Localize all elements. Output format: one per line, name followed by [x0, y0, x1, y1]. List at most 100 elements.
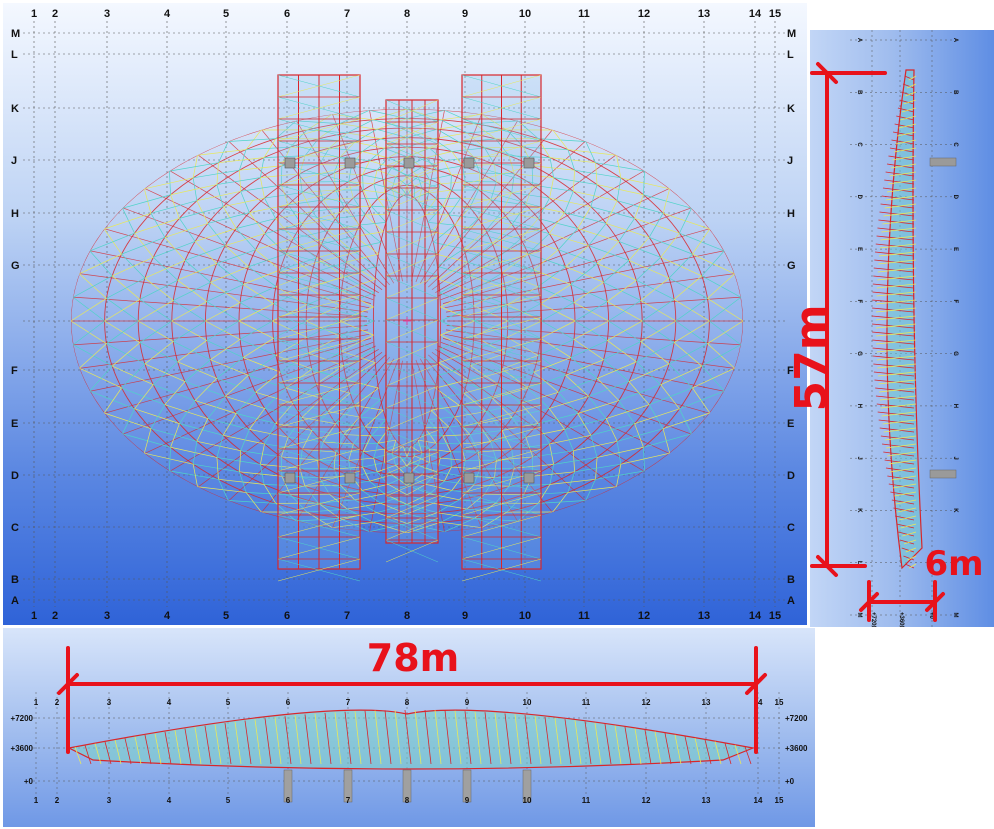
- plan-col-label-bottom: 3: [104, 610, 110, 622]
- plan-col-label-bottom: 11: [578, 610, 590, 622]
- side-row-label-left: G: [856, 351, 862, 356]
- plan-col-label-top: 10: [519, 8, 531, 20]
- plan-col-label-bottom: 10: [519, 610, 531, 622]
- front-col-label-top: 8: [405, 698, 410, 707]
- plan-col-label-bottom: 14: [749, 610, 762, 622]
- plan-col-label-top: 15: [769, 8, 781, 20]
- side-elevation-drawing: A A B B C C D D E E F F G G H H J J K K L L M M +7200 +3600 +0: [850, 30, 960, 627]
- plan-row-label-right: L: [787, 49, 794, 61]
- side-row-label-left: K: [856, 508, 862, 513]
- plan-row-label-right: G: [787, 260, 796, 272]
- front-col-label-top: 15: [775, 698, 784, 707]
- side-row-label-right: F: [952, 300, 958, 304]
- column-marker: [284, 472, 296, 484]
- front-level-label-right: +0: [785, 777, 795, 786]
- front-col-label-top: 9: [465, 698, 470, 707]
- front-col-label-top: 5: [226, 698, 231, 707]
- plan-col-label-bottom: 13: [698, 610, 710, 622]
- side-row-label-left: A: [856, 38, 862, 43]
- front-col-label-bottom: 15: [775, 796, 784, 805]
- side-level-label: +3600: [898, 612, 904, 627]
- plan-row-label-right: B: [787, 574, 795, 586]
- side-row-label-right: K: [952, 508, 958, 513]
- front-col-label-bottom: 1: [34, 796, 39, 805]
- plan-col-label-top: 9: [462, 8, 468, 20]
- plan-col-label-bottom: 12: [638, 610, 650, 622]
- plan-row-label-right: J: [787, 155, 793, 167]
- plan-row-label-left: F: [11, 365, 18, 377]
- front-level-label-left: +3600: [11, 744, 34, 753]
- plan-col-label-bottom: 7: [344, 610, 350, 622]
- front-column: [283, 769, 293, 803]
- plan-row-label-right: M: [787, 28, 796, 40]
- central-strips: [277, 74, 542, 582]
- plan-row-label-left: A: [11, 595, 19, 607]
- plan-col-label-top: 8: [404, 8, 410, 20]
- plan-col-label-top: 1: [31, 8, 37, 20]
- front-col-label-top: 10: [523, 698, 532, 707]
- plan-row-label-right: D: [787, 470, 795, 482]
- front-column: [462, 769, 472, 803]
- front-level-label-right: +7200: [785, 714, 808, 723]
- side-elevation-panel: A A B B C C D D E E F F G G H H J J K K L L M M +7200 +3600 +0: [810, 30, 994, 627]
- plan-col-label-top: 14: [749, 8, 762, 20]
- plan-row-label-left: J: [11, 155, 17, 167]
- front-elevation-panel: 1 1 2 2 3 3 4 4 5 5 6 6 7 7 8 8 9 9 10 10 11 11 12 12 13 13 14 14 15…: [3, 628, 815, 827]
- front-col-label-bottom: 6: [286, 796, 291, 805]
- column-marker: [403, 472, 415, 484]
- plan-row-label-right: C: [787, 522, 795, 534]
- plan-row-label-right: F: [787, 365, 794, 377]
- roof-lattice: [71, 109, 743, 533]
- column-marker: [463, 472, 475, 484]
- front-col-label-top: 3: [107, 698, 112, 707]
- side-row-label-left: E: [856, 247, 862, 251]
- plan-col-label-top: 4: [164, 8, 171, 20]
- plan-col-label-bottom: 2: [52, 610, 58, 622]
- side-row-label-left: C: [856, 142, 862, 147]
- plan-row-label-left: C: [11, 522, 19, 534]
- plan-col-label-top: 7: [344, 8, 350, 20]
- plan-view-panel: 1 1 2 2 3 3 4 4 5 5 6 6 7 7 8 8 9 9 10 10 11 11 12 12 13 13 14 14 15…: [3, 3, 807, 625]
- side-row-label-left: L: [856, 561, 862, 565]
- front-col-label-bottom: 8: [405, 796, 410, 805]
- side-row-label-right: G: [952, 351, 958, 356]
- center-mark: [403, 317, 411, 325]
- plan-row-label-left: G: [11, 260, 20, 272]
- side-row-label-right: H: [952, 404, 958, 408]
- front-col-label-bottom: 3: [107, 796, 112, 805]
- front-col-label-top: 13: [702, 698, 711, 707]
- front-level-label-right: +3600: [785, 744, 808, 753]
- front-column: [402, 769, 412, 803]
- front-col-label-top: 1: [34, 698, 39, 707]
- side-level-label: +0: [928, 612, 934, 620]
- plan-row-label-left: K: [11, 103, 19, 115]
- front-elevation-drawing: 1122334455667788991010111112121313141415…: [11, 692, 808, 805]
- side-row-label-left: J: [856, 457, 862, 460]
- plan-col-label-top: 11: [578, 8, 590, 20]
- front-col-label-bottom: 13: [702, 796, 711, 805]
- front-col-label-bottom: 7: [346, 796, 351, 805]
- column-marker: [344, 472, 356, 484]
- column-marker: [403, 157, 415, 169]
- column-marker: [284, 157, 296, 169]
- front-col-label-bottom: 12: [642, 796, 651, 805]
- side-column: [929, 469, 957, 479]
- plan-row-label-right: A: [787, 595, 795, 607]
- plan-col-label-bottom: 5: [223, 610, 229, 622]
- front-col-label-bottom: 2: [55, 796, 60, 805]
- plan-col-label-bottom: 4: [164, 610, 171, 622]
- plan-row-label-right: K: [787, 103, 795, 115]
- column-marker: [463, 157, 475, 169]
- plan-col-label-top: 12: [638, 8, 650, 20]
- side-row-label-right: E: [952, 247, 958, 251]
- plan-row-label-right: H: [787, 208, 795, 220]
- side-row-label-left: M: [856, 613, 862, 618]
- side-row-label-right: D: [952, 195, 958, 200]
- front-col-label-bottom: 14: [754, 796, 763, 805]
- plan-col-label-top: 5: [223, 8, 229, 20]
- front-col-label-bottom: 10: [523, 796, 532, 805]
- side-row-label-left: H: [856, 404, 862, 408]
- side-row-label-right: J: [952, 457, 958, 460]
- plan-col-label-bottom: 9: [462, 610, 468, 622]
- front-col-label-top: 2: [55, 698, 60, 707]
